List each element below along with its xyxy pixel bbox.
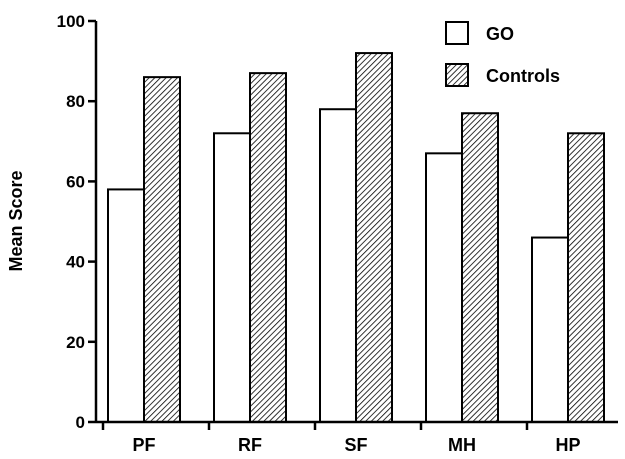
x-tick-label-mh: MH (448, 435, 476, 455)
bar-go-sf (319, 108, 357, 423)
x-tick-label-rf: RF (238, 435, 262, 455)
y-tick-label-60: 60 (66, 172, 85, 191)
y-tick-label-80: 80 (66, 92, 85, 111)
x-tick-label-hp: HP (555, 435, 580, 455)
bar-go-hp (531, 236, 569, 423)
y-tick-label-40: 40 (66, 253, 85, 272)
bar-go-rf (213, 132, 251, 423)
bar-controls-hp (567, 132, 605, 423)
bar-controls-rf (249, 72, 287, 423)
bar-controls-pf (143, 76, 181, 423)
x-tick-label-sf: SF (344, 435, 367, 455)
y-tick-label-0: 0 (76, 413, 85, 432)
y-tick-label-100: 100 (57, 12, 85, 31)
y-axis-label: Mean Score (6, 170, 26, 271)
bar-go-pf (107, 188, 145, 423)
x-tick-label-pf: PF (132, 435, 155, 455)
legend-label-controls: Controls (486, 66, 560, 86)
legend-swatch-controls (445, 63, 469, 87)
legend-label-go: GO (486, 24, 514, 44)
legend: GO Controls (445, 21, 560, 87)
bar-controls-mh (461, 112, 499, 423)
y-tick-label-20: 20 (66, 333, 85, 352)
legend-swatch-go (445, 21, 469, 45)
plot-area: PF RF SF MH HP 0 20 40 60 80 100 (57, 12, 618, 455)
bar-controls-sf (355, 52, 393, 424)
bar-go-mh (425, 152, 463, 424)
